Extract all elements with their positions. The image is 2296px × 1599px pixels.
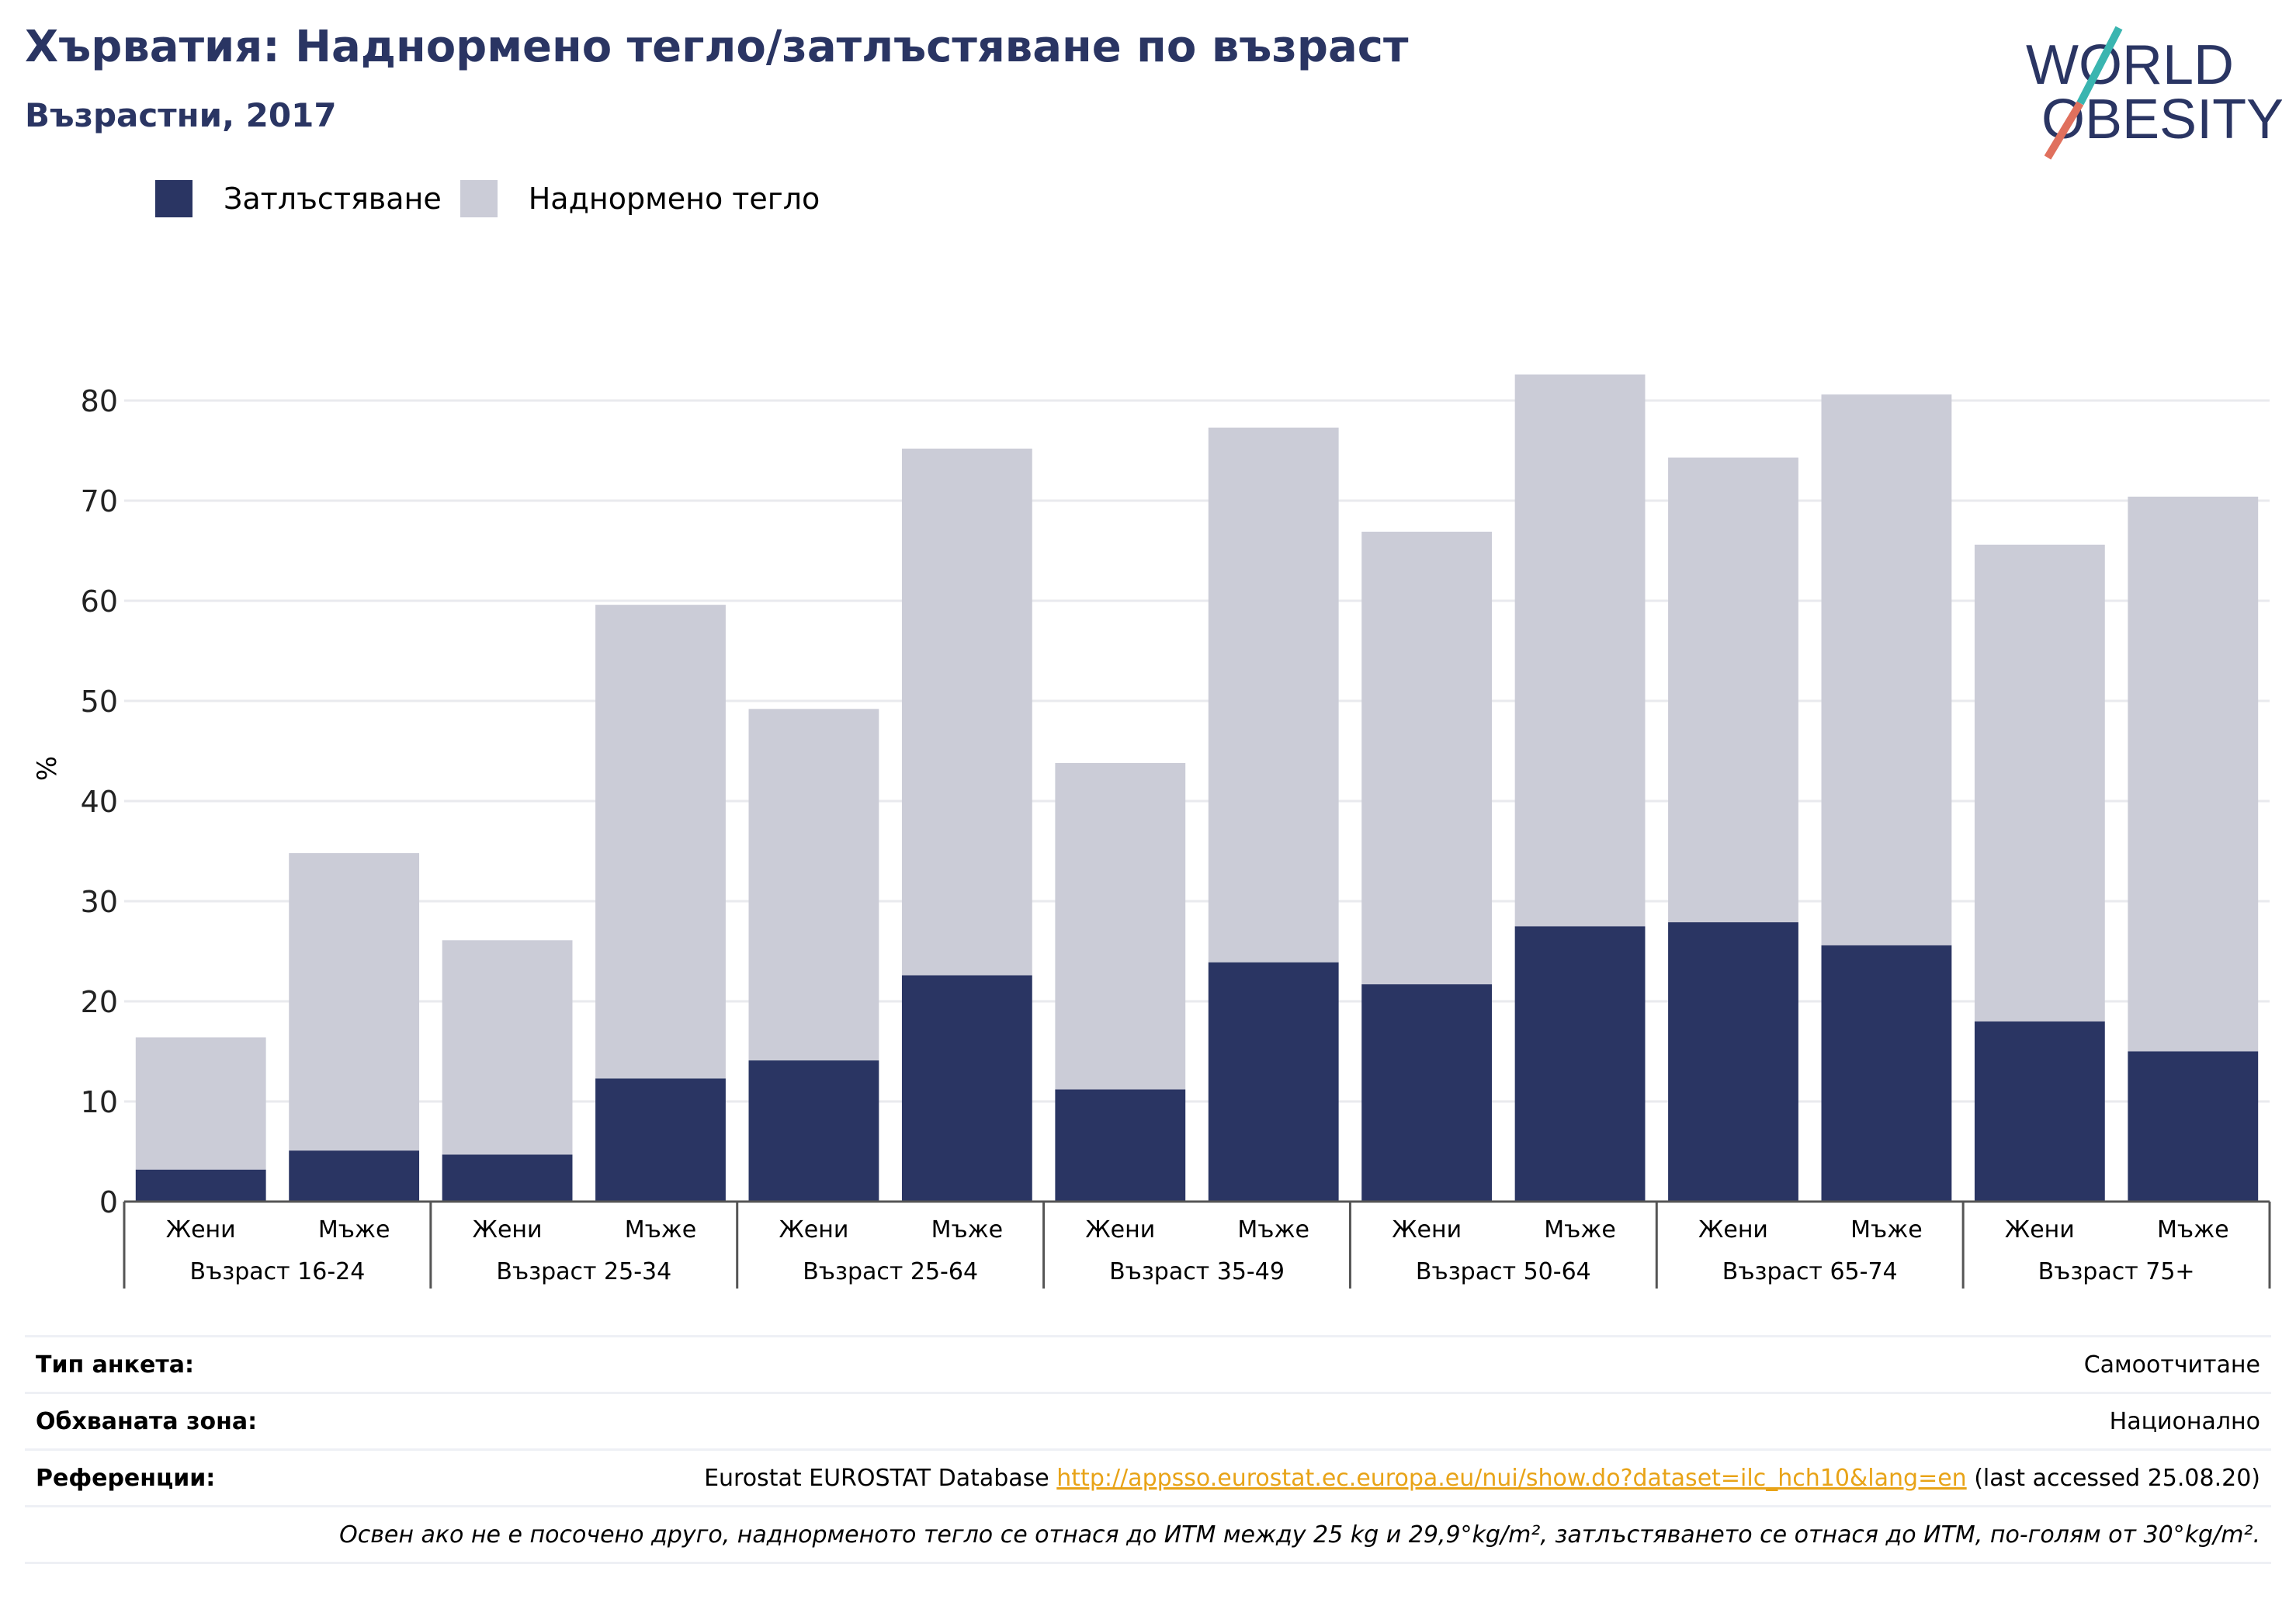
bar-overweight: [1361, 531, 1493, 985]
x-subcategory-label: Жени: [779, 1216, 848, 1243]
y-tick-label: 0: [99, 1185, 118, 1219]
y-tick-label: 30: [81, 885, 118, 919]
bar-overweight: [442, 940, 573, 1155]
x-subcategory-label: Мъже: [1850, 1216, 1923, 1243]
info-table: Тип анкета: Самоотчитане Обхваната зона:…: [25, 1335, 2271, 1564]
bar-obesity: [1514, 926, 1646, 1202]
info-row-note: Освен ако не е посочено друго, наднормен…: [25, 1505, 2271, 1564]
bar-obesity: [1361, 984, 1493, 1202]
bmi-definition-note: Освен ако не е посочено друго, наднормен…: [339, 1521, 2260, 1549]
page-subtitle: Възрастни, 2017: [25, 96, 337, 134]
references-label: Референции:: [36, 1464, 216, 1492]
bar-overweight: [1974, 544, 2105, 1021]
info-row-area: Обхваната зона: Национално: [25, 1392, 2271, 1448]
page-title: Хърватия: Наднормено тегло/затлъстяване …: [25, 22, 1409, 72]
references-prefix: Eurostat EUROSTAT Database: [704, 1464, 1057, 1492]
x-group-label: Възраст 25-34: [496, 1258, 671, 1285]
bar-overweight: [1514, 374, 1646, 927]
legend-label-overweight: Наднормено тегло: [528, 182, 820, 216]
y-axis-label: %: [32, 756, 63, 781]
legend-label-obesity: Затлъстяване: [224, 182, 442, 216]
info-row-survey: Тип анкета: Самоотчитане: [25, 1335, 2271, 1392]
logo-text-world: WORLD: [2026, 34, 2234, 96]
references-suffix: (last accessed 25.08.20): [1966, 1464, 2260, 1492]
bar-obesity: [442, 1154, 573, 1202]
x-group-label: Възраст 75+: [2038, 1258, 2195, 1285]
x-subcategory-label: Мъже: [2157, 1216, 2229, 1243]
bar-obesity: [1821, 945, 1952, 1202]
coverage-area-label: Обхваната зона:: [36, 1407, 258, 1435]
bar-overweight: [1821, 394, 1952, 945]
info-row-references: Референции: Eurostat EUROSTAT Database h…: [25, 1448, 2271, 1505]
world-obesity-logo: WORLD OBESITY: [2026, 26, 2282, 160]
coverage-area-value: Национално: [2109, 1407, 2260, 1435]
x-subcategory-label: Мъже: [625, 1216, 697, 1243]
y-tick-label: 40: [81, 785, 118, 819]
y-tick-label: 70: [81, 484, 118, 519]
bar-obesity: [2128, 1051, 2259, 1202]
bar-obesity: [289, 1150, 420, 1202]
stacked-bar-chart: 0 10 20 30 40 50 60 70 80% Жени Мъже Жени Мъже Жени Мъ…: [32, 374, 2271, 1289]
x-subcategory-label: Жени: [1392, 1216, 1462, 1243]
x-group-label: Възраст 50-64: [1416, 1258, 1591, 1285]
bar-obesity: [901, 975, 1032, 1202]
bar-overweight: [748, 709, 879, 1061]
bar-overweight: [1055, 762, 1186, 1090]
logo-slash-coral: [2044, 101, 2084, 160]
survey-type-value: Самоотчитане: [2083, 1351, 2260, 1379]
bar-overweight: [289, 853, 420, 1151]
x-subcategory-label: Жени: [166, 1216, 236, 1243]
bar-obesity: [1668, 922, 1798, 1202]
bar-obesity: [595, 1078, 726, 1202]
x-subcategory-label: Жени: [473, 1216, 543, 1243]
y-tick-label: 80: [81, 384, 118, 418]
x-subcategory-label: Жени: [2005, 1216, 2075, 1243]
bar-overweight: [595, 605, 726, 1079]
y-tick-label: 20: [81, 985, 118, 1019]
bar-obesity: [1208, 962, 1339, 1202]
x-group-label: Възраст 35-49: [1109, 1258, 1285, 1285]
survey-type-label: Тип анкета:: [36, 1351, 194, 1379]
bar-obesity: [135, 1169, 266, 1202]
chart-legend: Затлъстяване Наднормено тегло: [155, 180, 838, 217]
bar-overweight: [1208, 427, 1339, 963]
x-subcategory-label: Мъже: [1237, 1216, 1309, 1243]
x-subcategory-label: Жени: [1698, 1216, 1768, 1243]
bar-overweight: [1668, 457, 1798, 923]
x-group-label: Възраст 65-74: [1722, 1258, 1898, 1285]
x-subcategory-label: Жени: [1085, 1216, 1155, 1243]
bar-obesity: [748, 1060, 879, 1202]
y-tick-label: 60: [81, 584, 118, 619]
bar-overweight: [2128, 496, 2259, 1052]
bar-obesity: [1974, 1021, 2105, 1202]
bar-obesity: [1055, 1089, 1186, 1202]
bar-overweight: [901, 448, 1032, 976]
x-subcategory-label: Мъже: [931, 1216, 1004, 1243]
x-group-label: Възраст 16-24: [190, 1258, 366, 1285]
y-tick-label: 50: [81, 685, 118, 719]
x-subcategory-label: Мъже: [318, 1216, 390, 1243]
references-value: Eurostat EUROSTAT Database http://appsso…: [704, 1465, 2260, 1492]
bar-overweight: [135, 1037, 266, 1170]
x-group-label: Възраст 25-64: [803, 1258, 978, 1285]
references-link[interactable]: http://appsso.eurostat.ec.europa.eu/nui/…: [1056, 1464, 1967, 1492]
y-tick-label: 10: [81, 1085, 118, 1119]
legend-swatch-obesity: [155, 180, 192, 217]
legend-swatch-overweight: [460, 180, 498, 217]
x-subcategory-label: Мъже: [1544, 1216, 1616, 1243]
logo-slash-teal: [2076, 26, 2123, 106]
